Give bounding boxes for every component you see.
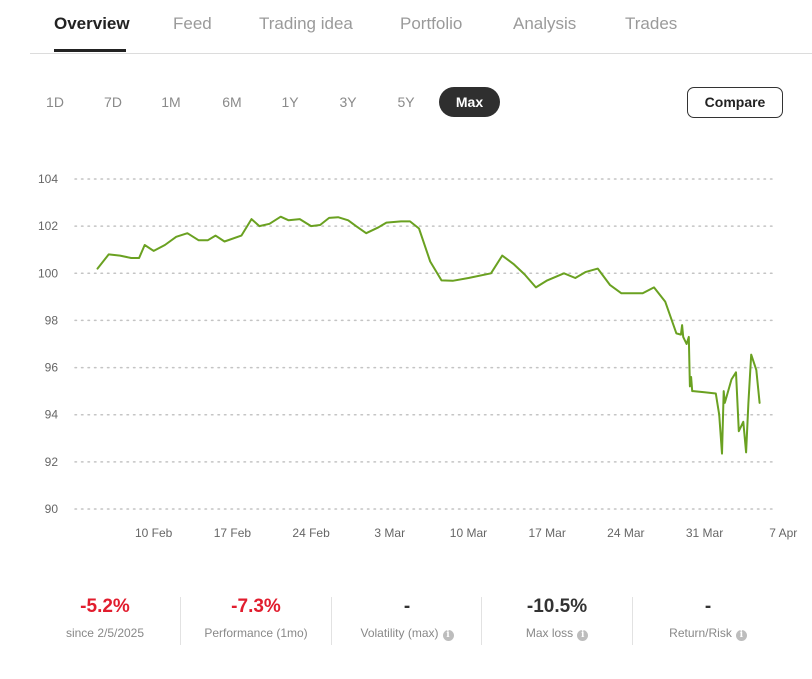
x-tick-label: 24 Feb xyxy=(292,526,330,540)
tab-feed[interactable]: Feed xyxy=(173,14,212,33)
tab-analysis[interactable]: Analysis xyxy=(513,14,577,33)
range-1y[interactable]: 1Y xyxy=(281,94,299,110)
x-tick-label: 31 Mar xyxy=(686,526,723,540)
performance-chart: 104 102 100 98 96 94 92 90 10 Feb 17 Feb 24 Feb 3 … xyxy=(38,172,797,540)
active-tab-underline xyxy=(54,49,126,52)
stat-divider xyxy=(481,597,482,645)
y-tick-label: 100 xyxy=(38,266,58,280)
range-3y[interactable]: 3Y xyxy=(339,94,357,110)
stat-volatility: - Volatility (max) i xyxy=(332,595,482,641)
tab-portfolio[interactable]: Portfolio xyxy=(400,14,463,33)
info-icon[interactable]: i xyxy=(442,630,454,641)
range-6m[interactable]: 6M xyxy=(222,94,242,110)
top-tab-bar: Overview Feed Trading idea Portfolio Ana… xyxy=(30,0,812,54)
y-tick-label: 102 xyxy=(38,219,58,233)
x-tick-label: 3 Mar xyxy=(374,526,405,540)
x-tick-label: 24 Mar xyxy=(607,526,644,540)
stats-row: -5.2% since 2/5/2025 -7.3% Performance (… xyxy=(30,595,782,645)
y-tick-label: 96 xyxy=(45,361,59,375)
stat-divider xyxy=(632,597,633,645)
tab-overview[interactable]: Overview xyxy=(54,14,130,33)
stat-divider xyxy=(180,597,181,645)
stat-performance-value: -7.3% xyxy=(231,596,281,617)
time-range-selector: 1D 7D 1M 6M 1Y 3Y 5Y Max xyxy=(0,87,812,117)
stat-max-loss: -10.5% Max loss i xyxy=(482,595,632,641)
stat-return-risk-label: Return/Risk xyxy=(669,626,732,640)
y-tick-label: 92 xyxy=(45,455,59,469)
stat-max-loss-label: Max loss xyxy=(525,626,574,640)
range-5y[interactable]: 5Y xyxy=(397,94,415,110)
range-1m[interactable]: 1M xyxy=(161,94,181,110)
tab-trading-idea[interactable]: Trading idea xyxy=(259,14,353,33)
stat-since-value: -5.2% xyxy=(80,596,130,617)
info-icon[interactable]: i xyxy=(735,630,747,641)
x-tick-label: 7 Apr xyxy=(769,526,797,540)
stat-since: -5.2% since 2/5/2025 xyxy=(30,595,180,640)
x-tick-label: 10 Mar xyxy=(450,526,487,540)
range-7d[interactable]: 7D xyxy=(104,94,122,110)
performance-line xyxy=(96,215,761,455)
x-tick-label: 17 Mar xyxy=(528,526,565,540)
stat-return-risk: - Return/Risk i xyxy=(633,595,783,641)
range-1d[interactable]: 1D xyxy=(46,94,64,110)
stat-volatility-value: - xyxy=(403,596,411,617)
chart-y-axis: 104 102 100 98 96 94 92 90 xyxy=(38,172,58,516)
y-tick-label: 94 xyxy=(45,408,59,422)
y-tick-label: 104 xyxy=(38,172,58,186)
chart-x-axis: 10 Feb 17 Feb 24 Feb 3 Mar 10 Mar 17 Mar 24 Ma… xyxy=(135,526,797,540)
range-max[interactable]: Max xyxy=(439,87,500,117)
compare-button[interactable]: Compare xyxy=(687,87,783,118)
stat-since-label: since 2/5/2025 xyxy=(65,626,145,640)
stat-performance-label: Performance (1mo) xyxy=(204,626,308,640)
info-icon[interactable]: i xyxy=(577,630,589,641)
tab-trades[interactable]: Trades xyxy=(625,14,678,33)
y-tick-label: 98 xyxy=(45,313,59,327)
stat-performance: -7.3% Performance (1mo) xyxy=(181,595,331,640)
x-tick-label: 10 Feb xyxy=(135,526,173,540)
stat-return-risk-value: - xyxy=(704,596,712,617)
y-tick-label: 90 xyxy=(45,502,59,516)
stat-divider xyxy=(331,597,332,645)
stat-max-loss-value: -10.5% xyxy=(526,596,588,617)
chart-gridlines xyxy=(74,178,773,510)
stat-volatility-label: Volatility (max) xyxy=(360,626,439,640)
x-tick-label: 17 Feb xyxy=(214,526,252,540)
